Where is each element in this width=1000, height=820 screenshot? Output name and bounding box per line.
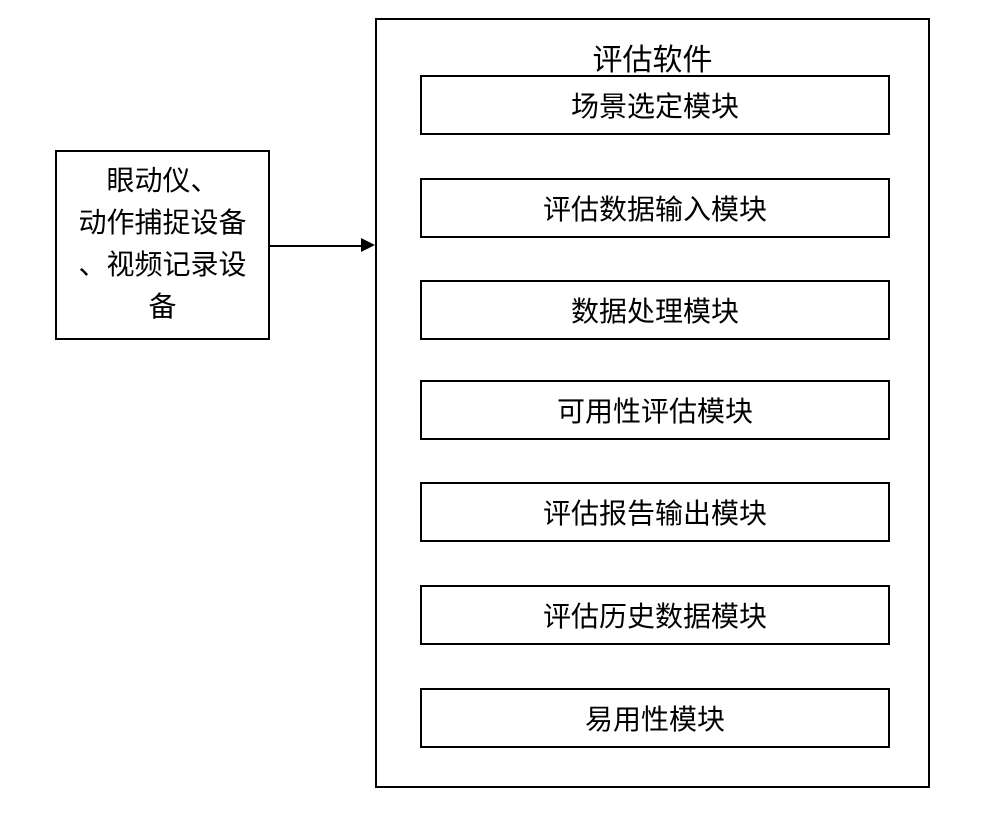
module-box-0: 场景选定模块	[420, 75, 890, 135]
module-box-4: 评估报告输出模块	[420, 482, 890, 542]
module-box-3: 可用性评估模块	[420, 380, 890, 440]
left-box-text: 眼动仪、动作捕捉设备、视频记录设备	[68, 151, 256, 339]
module-text-5: 评估历史数据模块	[543, 595, 767, 635]
module-box-1: 评估数据输入模块	[420, 178, 890, 238]
module-text-6: 易用性模块	[585, 698, 725, 738]
left-input-box: 眼动仪、动作捕捉设备、视频记录设备	[55, 150, 270, 340]
module-text-2: 数据处理模块	[571, 290, 739, 330]
module-text-1: 评估数据输入模块	[543, 188, 767, 228]
arrow-line	[270, 245, 361, 247]
module-text-3: 可用性评估模块	[557, 390, 753, 430]
arrow-head	[361, 238, 375, 252]
module-box-6: 易用性模块	[420, 688, 890, 748]
module-box-2: 数据处理模块	[420, 280, 890, 340]
module-text-4: 评估报告输出模块	[543, 492, 767, 532]
module-text-0: 场景选定模块	[571, 85, 739, 125]
module-box-5: 评估历史数据模块	[420, 585, 890, 645]
